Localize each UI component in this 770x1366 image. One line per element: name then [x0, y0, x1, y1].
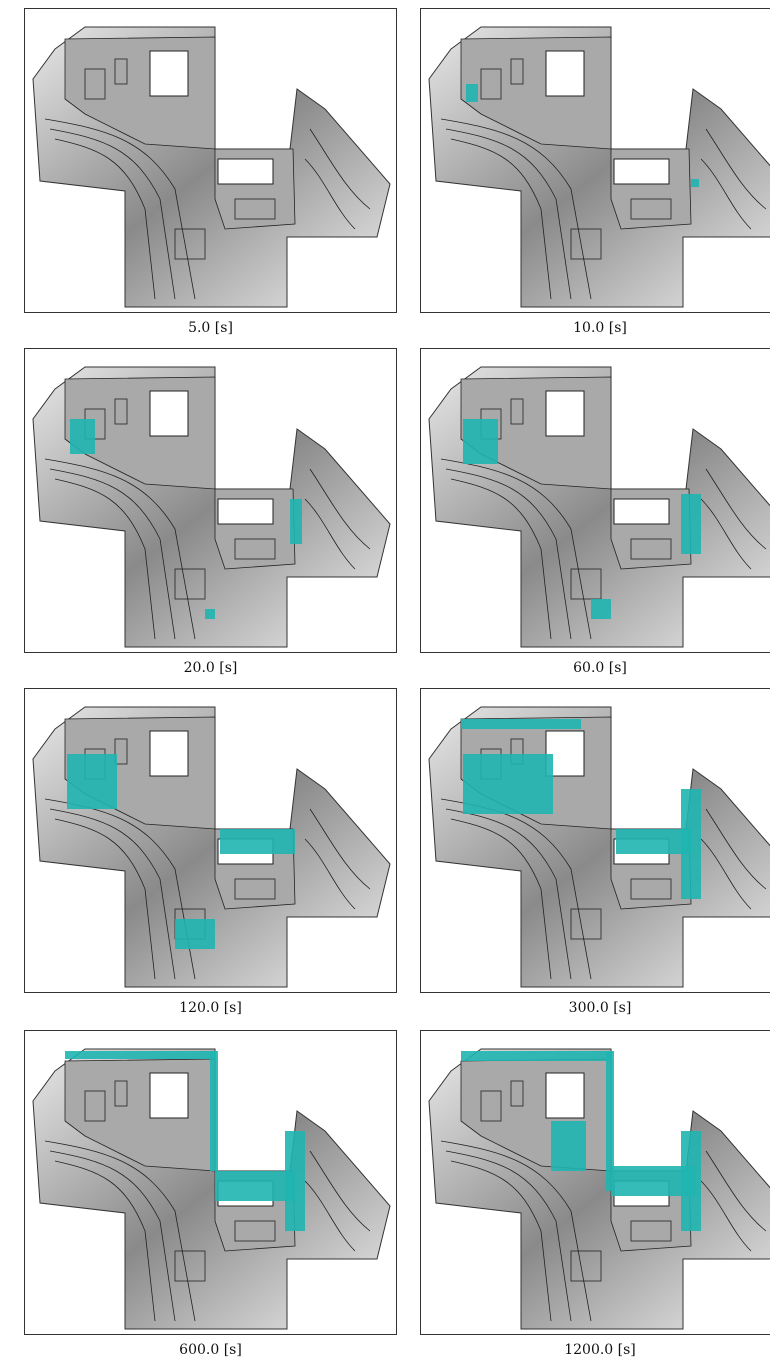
plan-drawing	[421, 689, 770, 989]
flooded-area	[691, 179, 699, 187]
flooded-area	[290, 499, 302, 544]
flooded-area	[461, 719, 581, 729]
floor-plan	[421, 689, 770, 989]
caption: 5.0 [s]	[188, 320, 233, 336]
panel-image	[24, 1030, 397, 1335]
panel-image	[420, 1030, 770, 1335]
flooded-area	[67, 754, 117, 809]
panel-image	[420, 688, 770, 993]
flooded-area	[461, 1051, 611, 1061]
flooded-area	[65, 1051, 215, 1059]
flooded-area	[463, 419, 498, 464]
floor-plan	[421, 9, 770, 309]
flooded-area	[551, 1121, 586, 1171]
panel-image	[420, 348, 770, 653]
flooded-area	[681, 494, 701, 554]
caption: 60.0 [s]	[573, 660, 627, 676]
floor-plan	[421, 1031, 770, 1331]
flooded-area	[681, 789, 701, 899]
plan-drawing	[421, 9, 770, 309]
panel-image	[24, 688, 397, 993]
flooded-area	[175, 919, 215, 949]
plan-drawing	[421, 1031, 770, 1331]
floor-plan	[25, 349, 395, 649]
flooded-area	[606, 1051, 614, 1191]
flooded-area	[616, 829, 691, 854]
caption: 1200.0 [s]	[564, 1342, 636, 1358]
caption: 20.0 [s]	[183, 660, 238, 676]
panel-image	[420, 8, 770, 313]
flooded-area	[70, 419, 95, 454]
panel-image	[24, 348, 397, 653]
plan-drawing	[25, 689, 395, 989]
flooded-area	[466, 84, 478, 102]
panel-image	[24, 8, 397, 313]
flooded-area	[681, 1131, 701, 1231]
caption: 120.0 [s]	[179, 1000, 242, 1016]
caption: 10.0 [s]	[573, 320, 627, 336]
flooded-area	[215, 1171, 295, 1201]
flooded-area	[285, 1131, 305, 1231]
caption: 600.0 [s]	[179, 1342, 242, 1358]
caption: 300.0 [s]	[568, 1000, 632, 1016]
plan-drawing	[25, 349, 395, 649]
plan-drawing	[421, 349, 770, 649]
flooded-area	[210, 1051, 218, 1171]
plan-drawing	[25, 1031, 395, 1331]
flooded-area	[220, 829, 295, 854]
plan-drawing	[25, 9, 395, 309]
floor-plan	[25, 9, 395, 309]
flooded-area	[591, 599, 611, 619]
flooded-area	[463, 754, 553, 814]
flooded-area	[205, 609, 215, 619]
